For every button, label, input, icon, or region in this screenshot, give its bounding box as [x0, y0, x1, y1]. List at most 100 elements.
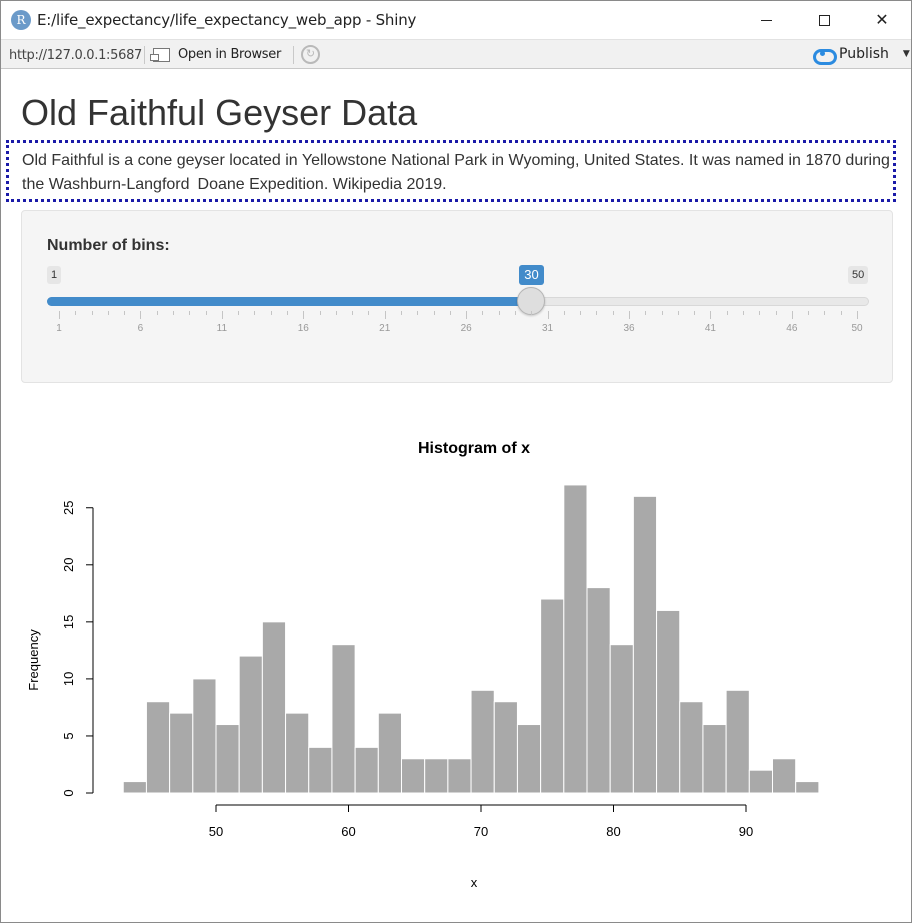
slider-tick [791, 311, 793, 319]
slider-tick [449, 311, 451, 315]
histogram-bar [656, 609, 681, 794]
slider-tick [629, 311, 630, 319]
slider-tick [694, 311, 696, 315]
slider-tick [205, 311, 207, 315]
x-tick-label: 70 [474, 824, 488, 839]
close-button[interactable]: ✕ [853, 1, 911, 39]
x-axis: 50 60 70 80 90 [209, 804, 753, 839]
histogram-plot: Histogram of x x Frequency 50 60 70 80 90 0 5… [2, 420, 911, 900]
slider-tick [156, 311, 158, 315]
close-icon: ✕ [875, 12, 889, 29]
slider-tick-label: 21 [379, 323, 391, 334]
slider-tick-label: 1 [56, 323, 62, 334]
slider-panel: Number of bins: 1 50 30 1 6 11 16 21 26 31 36 41… [21, 210, 893, 383]
publish-icon [813, 47, 837, 65]
slider-tick-label: 46 [786, 323, 798, 334]
slider-tick [547, 311, 549, 319]
url-text: http://127.0.0.1:5687 [9, 48, 143, 63]
histogram-bar [679, 701, 704, 794]
histogram-bars [122, 484, 820, 794]
viewer-toolbar: http://127.0.0.1:5687 Open in Browser ↻ … [1, 39, 911, 69]
slider-tick [107, 311, 109, 315]
histogram-bar [586, 587, 611, 794]
y-tick-label: 25 [61, 501, 76, 515]
y-tick-label: 10 [61, 672, 76, 686]
histogram-bar [308, 746, 333, 794]
maximize-icon [818, 14, 830, 26]
slider-tick [808, 311, 810, 315]
slider-min-label: 1 [47, 266, 62, 284]
histogram-bar [215, 724, 240, 794]
slider-tick [221, 311, 223, 319]
slider-tick [335, 311, 337, 315]
slider-value-label: 30 [519, 265, 544, 285]
slider-tick [563, 311, 565, 315]
histogram-bar [401, 758, 426, 794]
slider-tick [726, 311, 728, 315]
maximize-button[interactable] [795, 1, 853, 39]
minimize-icon [760, 19, 772, 21]
slider-tick-label: 50 [851, 323, 863, 334]
publish-label: Publish [839, 46, 889, 62]
slider-tick [352, 311, 354, 315]
x-tick-label: 90 [739, 824, 753, 839]
minimize-button[interactable] [737, 1, 795, 39]
histogram-svg: Histogram of x x Frequency 50 60 70 80 90 0 5… [26, 440, 820, 890]
slider-tick [417, 311, 419, 315]
histogram-bar [331, 644, 356, 794]
slider-tick [91, 311, 93, 315]
slider-tick [303, 311, 305, 319]
histogram-bar [516, 724, 542, 794]
slider-ticks: 1 6 11 16 21 26 31 36 41 46 50 [47, 311, 869, 341]
open-in-browser-label: Open in Browser [178, 47, 282, 62]
r-app-icon: R [11, 10, 31, 30]
slider-tick [677, 311, 679, 315]
histogram-bar [192, 678, 217, 794]
slider-tick [124, 311, 126, 315]
slider-tick [531, 311, 533, 315]
histogram-bar [145, 701, 171, 794]
slider-tick-label: 11 [216, 323, 228, 334]
slider-tick [59, 311, 60, 319]
slider-tick-label: 41 [704, 323, 716, 334]
slider-tick [612, 311, 614, 315]
publish-button[interactable]: Publish ▼ [813, 46, 910, 65]
slider-tick-label: 36 [623, 323, 635, 334]
window-title: E:/life_expectancy/life_expectancy_web_a… [37, 11, 417, 29]
slider-tick [482, 311, 484, 315]
slider-tick-label: 26 [460, 323, 472, 334]
y-tick-label: 5 [61, 732, 76, 739]
slider-tick-label: 31 [542, 323, 554, 334]
slider-tick [710, 311, 712, 319]
x-tick-label: 80 [606, 824, 620, 839]
histogram-bar [702, 724, 727, 794]
slider-tick [433, 311, 435, 315]
histogram-bar [632, 495, 658, 794]
slider-tick [661, 311, 663, 315]
slider-tick [368, 311, 370, 315]
toolbar-divider [144, 46, 145, 64]
slider-tick [189, 311, 191, 315]
slider-tick [140, 311, 142, 319]
page-title: Old Faithful Geyser Data [21, 92, 418, 133]
x-axis-label: x [471, 875, 478, 890]
histogram-bar [238, 655, 263, 794]
title-bar: R E:/life_expectancy/life_expectancy_web… [1, 1, 911, 39]
open-in-browser-button[interactable]: Open in Browser [150, 47, 282, 62]
histogram-bar [493, 701, 518, 794]
slider-tick-label: 6 [137, 323, 144, 334]
y-tick-label: 15 [61, 615, 76, 629]
open-browser-icon [150, 47, 170, 62]
toolbar-divider [293, 46, 294, 64]
slider-tick [270, 311, 272, 315]
chevron-down-icon[interactable]: ▼ [902, 49, 910, 59]
refresh-icon[interactable]: ↻ [301, 45, 320, 64]
y-axis: 0 5 10 15 20 25 [61, 501, 94, 797]
histogram-bar [261, 621, 287, 794]
slider-tick [759, 311, 761, 315]
chart-title: Histogram of x [418, 440, 530, 457]
histogram-bar [725, 689, 750, 794]
slider-tick [775, 311, 777, 315]
histogram-bar [748, 769, 773, 794]
